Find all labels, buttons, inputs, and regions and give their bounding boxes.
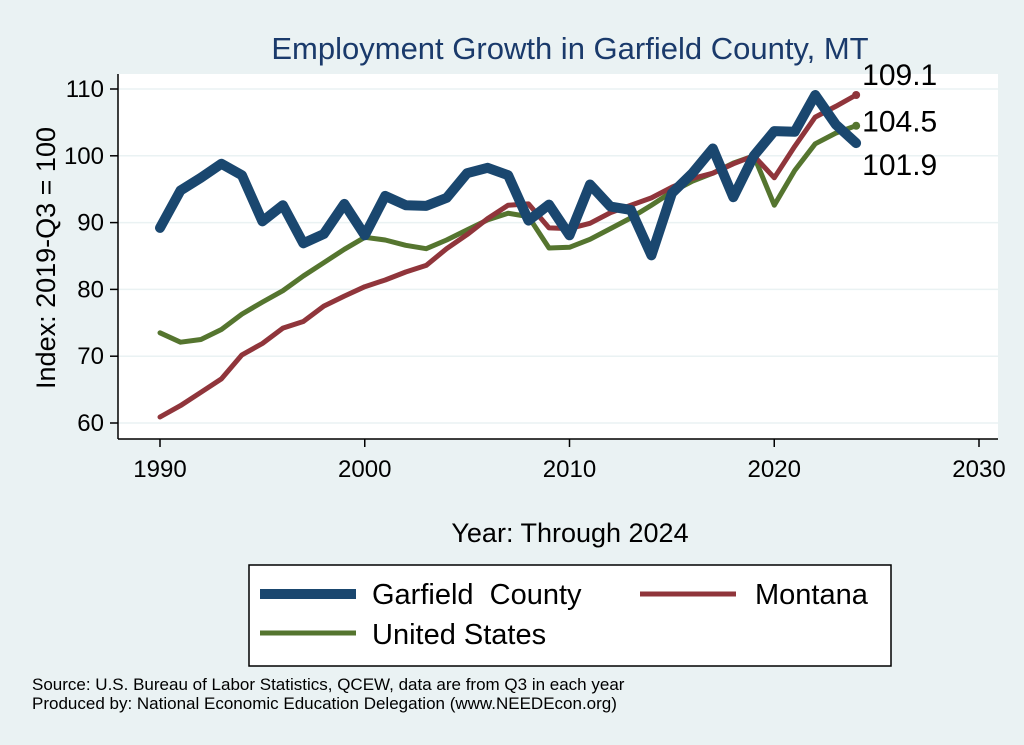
y-tick-label-70: 70	[77, 343, 104, 370]
legend	[248, 564, 892, 667]
y-tick-label-80: 80	[77, 276, 104, 303]
legend-label-montana: Montana	[755, 579, 869, 611]
end-point-montana	[852, 91, 861, 100]
y-axis-title: Index: 2019-Q3 = 100	[31, 127, 61, 389]
series-line-montana	[157, 92, 859, 420]
y-tick-label-90: 90	[77, 210, 104, 237]
end-label-montana: 109.1	[862, 59, 937, 92]
end-label-garfield-county: 101.9	[862, 149, 937, 182]
x-tick-label-2000: 2000	[338, 456, 391, 483]
end-point-united-states	[852, 121, 861, 130]
y-tick-label-60: 60	[77, 410, 104, 437]
x-tick-label-1990: 1990	[133, 456, 186, 483]
end-point-garfield-county	[852, 139, 861, 148]
x-axis-ticks: 1990 2000 2010 2020 2030	[133, 439, 1006, 483]
end-labels: 101.9 109.1 104.5	[852, 59, 937, 182]
legend-label-united-states: United States	[372, 619, 546, 651]
source-note: Source: U.S. Bureau of Labor Statistics,…	[32, 675, 625, 694]
x-tick-label-2010: 2010	[543, 456, 596, 483]
x-tick-label-2020: 2020	[748, 456, 801, 483]
y-axis-ticks: 60 70 80 90 100 110	[64, 76, 118, 437]
x-tick-label-2030: 2030	[952, 456, 1005, 483]
chart-title: Employment Growth in Garfield County, MT	[271, 31, 868, 66]
series-line-garfield-county	[155, 90, 862, 261]
end-label-united-states: 104.5	[862, 106, 937, 139]
y-tick-label-100: 100	[64, 143, 104, 170]
legend-label-garfield-county: Garfield County	[372, 579, 582, 611]
y-tick-label-110: 110	[66, 76, 104, 103]
x-axis-title: Year: Through 2024	[451, 518, 688, 548]
series-lines	[155, 90, 862, 420]
producer-note: Produced by: National Economic Education…	[32, 694, 617, 713]
